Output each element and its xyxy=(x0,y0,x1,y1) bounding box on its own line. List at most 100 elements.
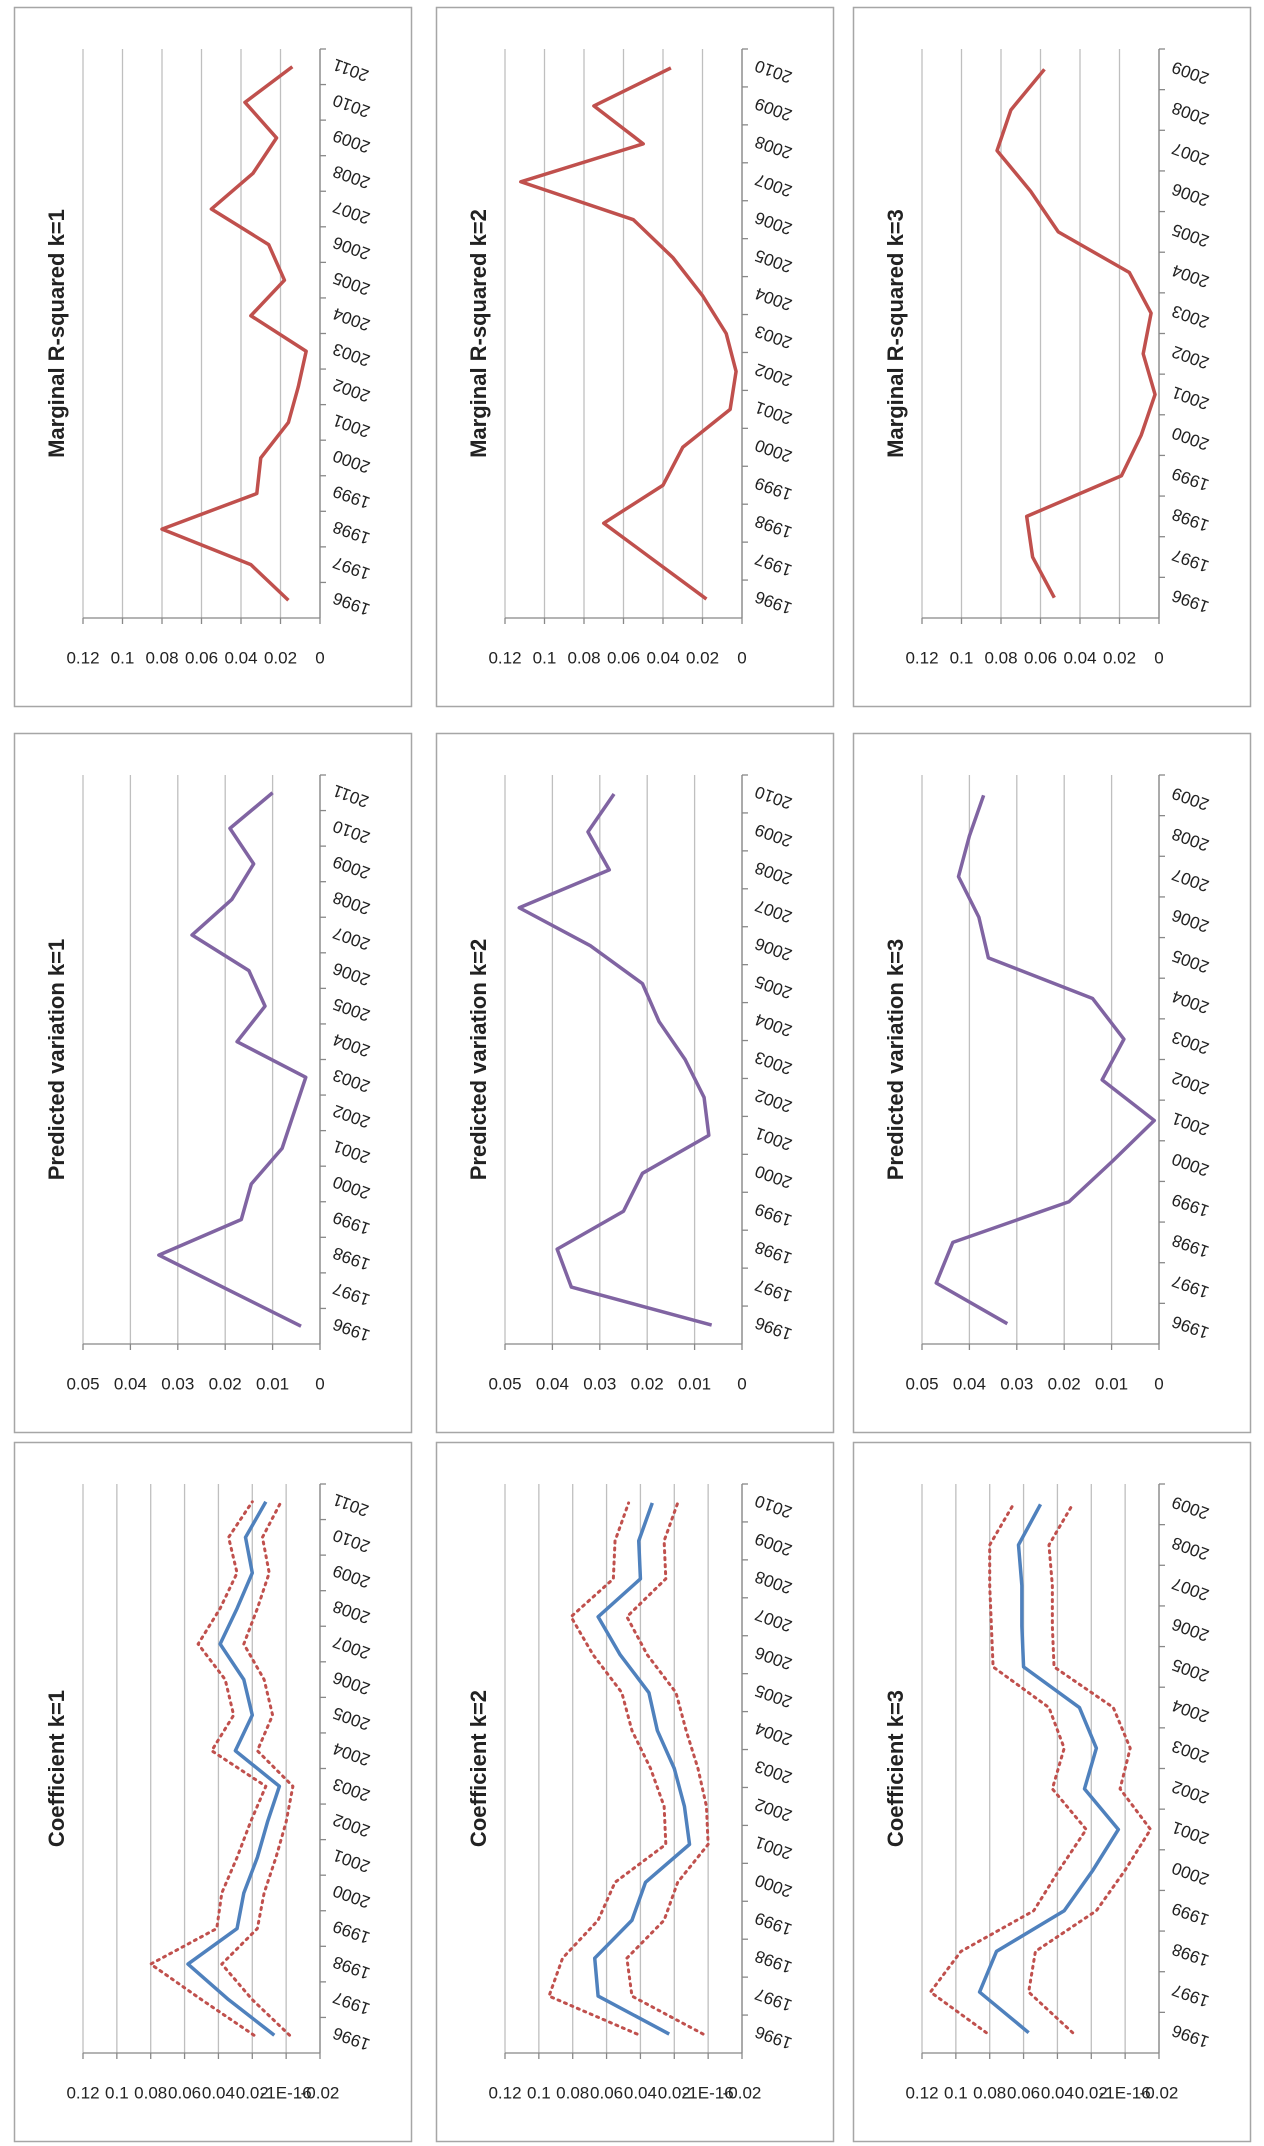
chart-panel: Coefficient k=1-0.02-1E-160.020.040.060.… xyxy=(13,1441,413,2143)
series-line xyxy=(1027,1502,1153,2035)
panel-border xyxy=(13,1441,413,2143)
y-tick-label: 0 xyxy=(315,648,324,667)
panel-border xyxy=(852,732,1252,1434)
y-tick-label: 0.02 xyxy=(1075,2083,1108,2102)
y-tick-label: 0.12 xyxy=(66,648,99,667)
y-tick-label: 0.06 xyxy=(1007,2083,1040,2102)
series-line xyxy=(977,1503,1121,2035)
y-tick-label: 0.06 xyxy=(607,648,640,667)
y-tick-label: 0.12 xyxy=(905,2083,938,2102)
chart-panel: Predicted variation k=3 0 0.01 0.02 0.03 0.04… xyxy=(852,732,1252,1434)
series-line xyxy=(995,68,1157,599)
series-line xyxy=(928,1502,1088,2035)
panel-border xyxy=(13,6,413,708)
y-tick-label: 0.08 xyxy=(145,648,178,667)
chart-panel: Marginal R-squared k=3 0 0.02 0.04 0.06 0.08 0… xyxy=(852,6,1252,708)
y-tick-label: 0 xyxy=(737,1374,746,1393)
series-line xyxy=(519,66,738,601)
chart-title: Marginal R-squared k=2 xyxy=(466,209,491,458)
panel-border xyxy=(13,732,413,1434)
panel-border xyxy=(852,1441,1252,2143)
series-line xyxy=(934,794,1157,1326)
y-tick-label: 0.1 xyxy=(111,648,135,667)
y-tick-label: 0.01 xyxy=(678,1374,711,1393)
y-tick-label: 0.06 xyxy=(185,648,218,667)
chart-panel: Predicted variation k=2 0 0.01 0.02 0.03 0.04… xyxy=(435,732,835,1434)
y-tick-label: 0.02 xyxy=(686,648,719,667)
series-line xyxy=(149,1500,268,2037)
chart-panel: Marginal R-squared k=2 0 0.02 0.04 0.06 0.08 0… xyxy=(435,6,835,708)
y-tick-label: 0.08 xyxy=(984,648,1017,667)
y-tick-label: 0.03 xyxy=(161,1374,194,1393)
series-line xyxy=(157,791,308,1328)
panel-border xyxy=(435,732,835,1434)
panel-border xyxy=(852,6,1252,708)
series-line xyxy=(625,1501,710,2036)
chart-title: Coefficient k=2 xyxy=(466,1690,491,1847)
chart-title: Marginal R-squared k=3 xyxy=(883,209,908,458)
series-line xyxy=(517,792,713,1327)
y-tick-label: -0.02 xyxy=(1140,2083,1179,2102)
y-tick-label: 0.02 xyxy=(209,1374,242,1393)
y-tick-label: 0.02 xyxy=(631,1374,664,1393)
y-tick-label: -1E-16 xyxy=(261,2083,312,2102)
y-tick-label: -1E-16 xyxy=(683,2083,734,2102)
y-tick-label: 0.03 xyxy=(1000,1374,1033,1393)
y-tick-label: 0.04 xyxy=(953,1374,986,1393)
y-tick-label: 0.02 xyxy=(264,648,297,667)
y-tick-label: 0.06 xyxy=(168,2083,201,2102)
y-tick-label: 0.12 xyxy=(488,648,521,667)
chart-panel: Predicted variation k=1 0 0.01 0.02 0.03 0.04… xyxy=(13,732,413,1434)
y-tick-label: 0.1 xyxy=(527,2083,551,2102)
y-tick-label: 0.06 xyxy=(590,2083,623,2102)
y-tick-label: 0.1 xyxy=(944,2083,968,2102)
y-tick-label: 0.04 xyxy=(624,2083,657,2102)
y-tick-label: 0.04 xyxy=(646,648,679,667)
y-tick-label: -0.02 xyxy=(723,2083,762,2102)
y-tick-label: 0.04 xyxy=(114,1374,147,1393)
y-tick-label: 0.06 xyxy=(1024,648,1057,667)
y-tick-label: 0 xyxy=(315,1374,324,1393)
y-tick-label: 0 xyxy=(1154,648,1163,667)
chart-title: Coefficient k=3 xyxy=(883,1690,908,1847)
chart-title: Coefficient k=1 xyxy=(44,1690,69,1847)
y-tick-label: -0.02 xyxy=(301,2083,340,2102)
chart-title: Predicted variation k=3 xyxy=(883,939,908,1181)
series-line xyxy=(186,1500,282,2037)
series-line xyxy=(160,65,308,602)
series-line xyxy=(220,1500,295,2037)
y-tick-label: 0.04 xyxy=(224,648,257,667)
y-tick-label: 0.02 xyxy=(658,2083,691,2102)
y-tick-label: 0.04 xyxy=(1041,2083,1074,2102)
y-tick-label: 0.08 xyxy=(134,2083,167,2102)
chart-title: Predicted variation k=2 xyxy=(466,939,491,1181)
y-tick-label: 0.12 xyxy=(66,2083,99,2102)
y-tick-label: 0.08 xyxy=(973,2083,1006,2102)
series-line xyxy=(547,1501,668,2036)
chart-panel: Coefficient k=3-0.02-1E-160.020.040.060.… xyxy=(852,1441,1252,2143)
y-tick-label: 0.02 xyxy=(1103,648,1136,667)
chart-panel: Marginal R-squared k=1 0 0.02 0.04 0.06 0.08 0… xyxy=(13,6,413,708)
y-tick-label: 0.01 xyxy=(256,1374,289,1393)
y-tick-label: 0.05 xyxy=(66,1374,99,1393)
y-tick-label: 0.04 xyxy=(536,1374,569,1393)
series-line xyxy=(592,1502,692,2036)
y-tick-label: 0.04 xyxy=(202,2083,235,2102)
y-tick-label: 0.1 xyxy=(533,648,557,667)
y-tick-label: 0.08 xyxy=(567,648,600,667)
y-tick-label: 0.04 xyxy=(1063,648,1096,667)
y-tick-label: 0 xyxy=(1154,1374,1163,1393)
y-tick-label: -1E-16 xyxy=(1100,2083,1151,2102)
y-tick-label: 0.12 xyxy=(488,2083,521,2102)
chart-panel: Coefficient k=2-0.02-1E-160.020.040.060.… xyxy=(435,1441,835,2143)
panel-border xyxy=(435,6,835,708)
y-tick-label: 0.02 xyxy=(1048,1374,1081,1393)
y-tick-label: 0.1 xyxy=(950,648,974,667)
y-tick-label: 0 xyxy=(737,648,746,667)
chart-title: Marginal R-squared k=1 xyxy=(44,209,69,458)
y-tick-label: 0.12 xyxy=(905,648,938,667)
y-tick-label: 0.05 xyxy=(905,1374,938,1393)
y-tick-label: 0.08 xyxy=(556,2083,589,2102)
